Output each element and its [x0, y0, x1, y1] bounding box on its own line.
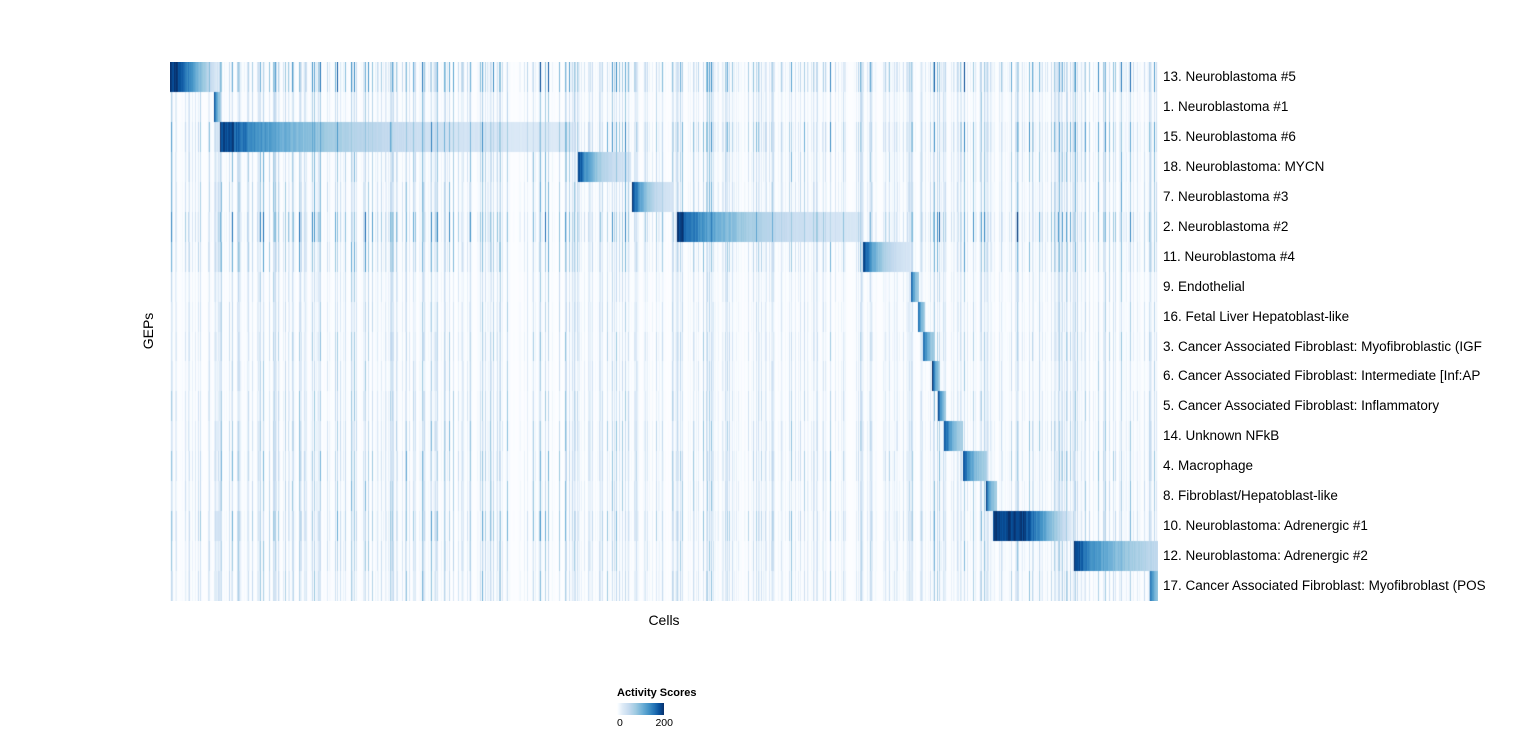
colorbar-legend: Activity Scores 0 200 — [617, 687, 757, 729]
row-label: 13. Neuroblastoma #5 — [1163, 69, 1296, 84]
legend-min-label: 0 — [617, 717, 623, 729]
heatmap-canvas — [170, 62, 1158, 601]
row-label: 11. Neuroblastoma #4 — [1163, 248, 1295, 264]
legend-gradient-bar — [617, 703, 664, 715]
row-label: 3. Cancer Associated Fibroblast: Myofibr… — [1163, 338, 1482, 354]
row-label: 16. Fetal Liver Hepatoblast-like — [1163, 308, 1350, 324]
legend-labels: 0 200 — [617, 717, 673, 729]
legend-title: Activity Scores — [617, 687, 697, 699]
x-axis-label: Cells — [648, 612, 680, 628]
row-label: 10. Neuroblastoma: Adrenergic #1 — [1163, 518, 1368, 534]
row-label: 5. Cancer Associated Fibroblast: Inflamm… — [1163, 398, 1440, 414]
row-label: 18. Neuroblastoma: MYCN — [1163, 158, 1325, 174]
row-labels: 13. Neuroblastoma #5 1. Neuroblastoma #1 1… — [1163, 62, 1540, 601]
row-label: 17. Cancer Associated Fibroblast: Myofib… — [1163, 578, 1486, 594]
row-label: 15. Neuroblastoma #6 — [1163, 128, 1296, 144]
row-label: 12. Neuroblastoma: Adrenergic #2 — [1163, 548, 1368, 564]
row-label: 2. Neuroblastoma #2 — [1163, 218, 1289, 234]
row-label: 14. Unknown NFkB — [1163, 428, 1280, 444]
row-label: 9. Endothelial — [1163, 278, 1245, 294]
row-label: 7. Neuroblastoma #3 — [1163, 188, 1289, 204]
row-label: 4. Macrophage — [1163, 458, 1254, 474]
y-axis-label: GEPs — [140, 312, 156, 350]
row-label: 8. Fibroblast/Hepatoblast-like — [1163, 488, 1338, 504]
legend-max-label: 200 — [655, 717, 673, 729]
row-label: 6. Cancer Associated Fibroblast: Interme… — [1163, 368, 1481, 384]
row-label: 1. Neuroblastoma #1 — [1163, 98, 1289, 114]
